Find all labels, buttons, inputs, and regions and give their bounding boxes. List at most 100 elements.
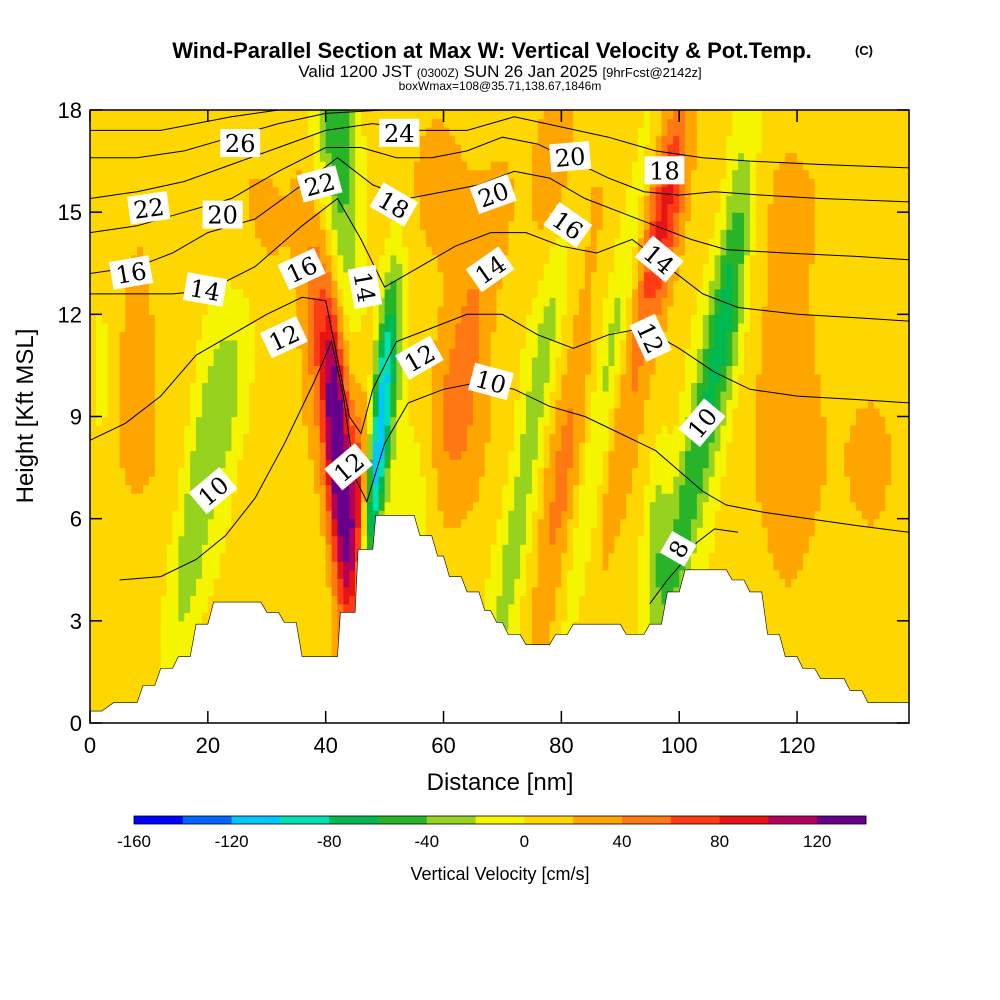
- w-cell: [679, 442, 686, 452]
- w-cell: [484, 527, 492, 537]
- w-cell: [254, 518, 262, 528]
- w-cell: [797, 518, 804, 528]
- w-cell: [903, 612, 909, 622]
- w-cell: [190, 442, 197, 452]
- w-cell: [90, 603, 97, 613]
- w-cell: [266, 603, 274, 613]
- w-cell: [184, 637, 191, 647]
- w-cell: [861, 433, 869, 443]
- w-cell: [903, 646, 909, 656]
- w-cell: [832, 433, 839, 443]
- w-cell: [891, 484, 898, 494]
- w-cell: [861, 569, 869, 579]
- w-cell: [325, 578, 333, 588]
- w-cell: [443, 552, 451, 562]
- w-cell: [119, 493, 126, 503]
- w-cell: [879, 586, 887, 596]
- w-cell: [579, 527, 586, 537]
- w-cell: [95, 433, 103, 443]
- w-cell: [649, 535, 657, 545]
- w-cell: [561, 612, 568, 622]
- w-cell: [302, 459, 309, 469]
- w-cell: [172, 476, 179, 486]
- w-cell: [732, 544, 739, 554]
- w-cell: [873, 671, 881, 682]
- w-cell: [302, 586, 309, 596]
- w-cell: [549, 416, 557, 426]
- w-cell: [685, 484, 692, 494]
- w-cell: [567, 561, 574, 571]
- w-cell: [131, 544, 138, 554]
- w-cell: [567, 612, 574, 622]
- w-cell: [749, 476, 757, 486]
- w-cell: [184, 569, 191, 579]
- w-cell: [484, 552, 492, 562]
- w-cell: [160, 544, 168, 554]
- w-cell: [95, 442, 103, 452]
- w-cell: [378, 501, 386, 511]
- w-cell: [331, 416, 339, 426]
- w-cell: [755, 501, 763, 511]
- w-cell: [355, 484, 362, 494]
- w-cell: [143, 552, 150, 562]
- w-cell: [143, 637, 150, 647]
- w-cell: [308, 467, 315, 477]
- w-cell: [832, 612, 839, 622]
- w-cell: [667, 501, 674, 511]
- w-cell: [113, 518, 121, 528]
- w-cell: [714, 433, 722, 443]
- w-cell: [325, 450, 333, 460]
- w-cell: [608, 484, 615, 494]
- w-cell: [148, 663, 156, 673]
- w-cell: [449, 527, 456, 537]
- w-cell: [873, 561, 881, 571]
- w-cell: [708, 518, 716, 528]
- w-cell: [614, 518, 621, 528]
- w-cell: [626, 544, 633, 554]
- w-cell: [531, 535, 539, 545]
- w-cell: [797, 535, 804, 545]
- w-cell: [290, 544, 297, 554]
- w-cell: [844, 527, 851, 537]
- w-cell: [337, 501, 344, 511]
- w-cell: [325, 637, 333, 647]
- w-cell: [573, 561, 580, 571]
- w-cell: [637, 586, 645, 596]
- w-cell: [461, 476, 468, 486]
- w-cell: [626, 467, 633, 477]
- w-cell: [826, 518, 833, 528]
- w-cell: [791, 637, 798, 647]
- w-cell: [207, 416, 215, 426]
- w-cell: [637, 578, 645, 588]
- w-cell: [308, 501, 315, 511]
- w-cell: [814, 518, 822, 528]
- w-cell: [472, 442, 480, 452]
- w-cell: [160, 578, 168, 588]
- w-cell: [160, 595, 168, 605]
- w-cell: [885, 620, 892, 630]
- w-cell: [785, 544, 792, 554]
- w-cell: [266, 476, 274, 486]
- w-cell: [814, 586, 822, 596]
- w-cell: [172, 467, 179, 477]
- w-cell: [260, 586, 268, 596]
- w-cell: [614, 535, 621, 545]
- w-cell: [879, 510, 887, 520]
- w-cell: [838, 637, 845, 647]
- w-cell: [802, 442, 810, 452]
- w-cell: [543, 459, 551, 469]
- w-cell: [325, 595, 333, 605]
- w-cell: [478, 433, 486, 443]
- w-cell: [608, 552, 615, 562]
- w-cell: [95, 459, 103, 469]
- w-cell: [237, 510, 244, 520]
- w-cell: [231, 561, 238, 571]
- w-cell: [584, 467, 592, 477]
- w-cell: [649, 493, 657, 503]
- w-cell: [313, 552, 321, 562]
- w-cell: [531, 561, 539, 571]
- w-cell: [184, 595, 191, 605]
- w-cell: [119, 646, 126, 656]
- w-cell: [302, 544, 309, 554]
- w-cell: [160, 501, 168, 511]
